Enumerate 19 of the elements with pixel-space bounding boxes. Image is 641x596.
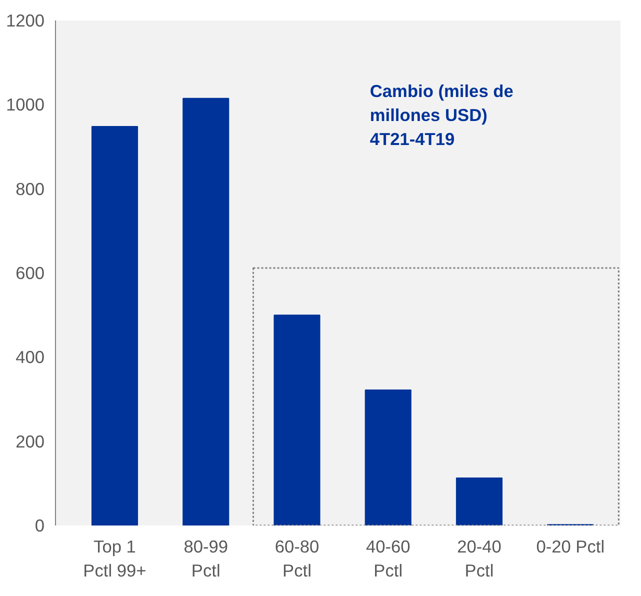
- y-tick-label: 0: [34, 516, 45, 536]
- bar: [274, 314, 320, 526]
- y-tick-label: 800: [16, 178, 45, 199]
- x-tick-label: 80-99 Pctl: [184, 536, 228, 580]
- y-tick-label: 200: [16, 431, 45, 452]
- x-tick-label: Top 1 Pctl 99+: [83, 536, 146, 580]
- y-tick-label: 1200: [6, 10, 45, 30]
- x-tick-label: 20-40 Pctl: [457, 536, 502, 580]
- bar: [456, 477, 503, 526]
- x-tick-label: 60-80 Pctl: [274, 536, 320, 580]
- bar: [364, 389, 412, 526]
- text: Cambio (miles de millones USD) 4T21-4T19: [370, 81, 514, 150]
- bar: [91, 126, 138, 526]
- y-tick-label: 400: [16, 347, 45, 368]
- y-tick-label: 600: [16, 263, 45, 283]
- x-tick-label: 40-60 Pctl: [366, 536, 410, 580]
- x-tick-label: 0-20 Pctl: [536, 536, 605, 556]
- y-tick-label: 1000: [6, 94, 45, 115]
- bar: [182, 98, 230, 526]
